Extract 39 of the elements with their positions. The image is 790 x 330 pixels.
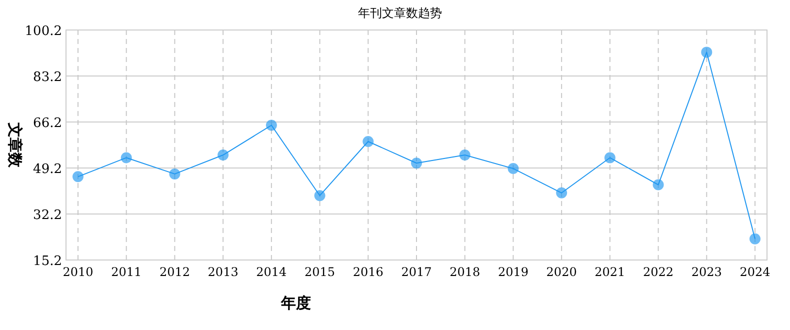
x-tick-label: 2019	[498, 265, 528, 279]
x-tick-label: 2018	[450, 265, 480, 279]
y-tick-label: 100.2	[24, 24, 62, 39]
point	[362, 136, 374, 147]
x-tick-label: 2022	[643, 265, 674, 279]
point	[604, 152, 616, 164]
point	[169, 168, 180, 180]
y-tick-label: 66.2	[33, 116, 62, 131]
x-tick-label: 2021	[594, 265, 626, 279]
x-axis-title: 年度	[280, 294, 311, 312]
point	[314, 190, 326, 202]
y-axis-title: 文章数	[6, 122, 24, 168]
point	[411, 158, 422, 169]
x-tick-label: 2023	[691, 265, 722, 279]
x-tick-label: 2010	[62, 265, 94, 279]
x-tick-label: 2011	[111, 265, 142, 279]
point	[750, 233, 760, 244]
point	[652, 179, 664, 190]
x-tick-label: 2024	[740, 265, 771, 279]
point	[459, 150, 470, 161]
point	[266, 120, 277, 131]
point	[218, 150, 229, 161]
y-tick-label: 15.2	[33, 254, 62, 269]
chart-title: 年刊文章数趋势	[358, 6, 442, 20]
point	[556, 187, 568, 198]
point	[120, 152, 132, 164]
x-tick-label: 2013	[208, 265, 238, 279]
y-tick-label: 49.2	[33, 162, 62, 177]
x-tick-label: 2017	[401, 265, 432, 279]
point	[701, 46, 712, 58]
point	[508, 163, 519, 174]
x-tick-label: 2020	[546, 265, 577, 279]
y-tick-label: 32.2	[33, 208, 62, 223]
x-tick-label: 2014	[256, 265, 288, 279]
x-tick-label: 2016	[352, 265, 384, 279]
y-tick-label: 83.2	[33, 70, 62, 85]
x-tick-label: 2015	[304, 265, 336, 279]
x-tick-label: 2012	[159, 265, 190, 279]
point	[72, 171, 84, 182]
